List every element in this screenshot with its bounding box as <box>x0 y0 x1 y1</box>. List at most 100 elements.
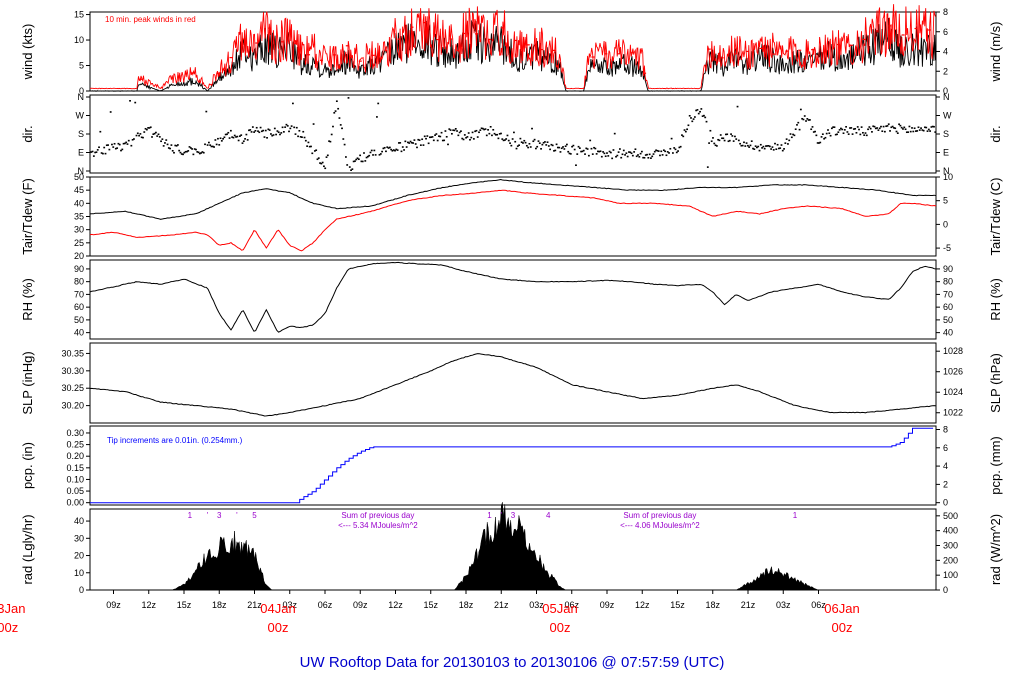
day-hour-label: 00z <box>550 620 571 635</box>
dir-point <box>118 143 121 146</box>
dir-point <box>465 136 467 139</box>
dir-point <box>695 109 698 112</box>
left-tick-label-slp: 30.25 <box>61 383 84 393</box>
x-tick-label: 03z <box>529 600 544 610</box>
dir-point <box>307 141 310 144</box>
dir-point <box>852 128 855 130</box>
dir-point <box>578 147 581 149</box>
dir-point <box>865 134 868 137</box>
dir-point <box>138 134 140 137</box>
dir-point <box>571 145 573 148</box>
dir-point <box>664 150 667 153</box>
dir-point <box>558 146 561 149</box>
dir-point <box>206 144 209 146</box>
dir-point <box>155 131 157 134</box>
dir-point <box>696 109 699 111</box>
chart-title: UW Rooftop Data for 20130103 to 20130106… <box>300 654 725 671</box>
dir-point <box>555 143 558 146</box>
dir-point <box>189 147 192 149</box>
dir-point <box>609 151 612 154</box>
dir-point <box>811 126 814 128</box>
dir-point <box>350 169 352 172</box>
ylabel-left-rh: RH (%) <box>20 278 35 321</box>
dir-point <box>170 144 173 146</box>
dir-point <box>540 148 542 150</box>
dir-point <box>529 146 532 148</box>
dir-point <box>316 158 319 161</box>
dir-point <box>450 132 453 135</box>
dir-point <box>918 129 921 131</box>
x-tick-label: 15z <box>670 600 685 610</box>
ylabel-left-dir: dir. <box>20 125 35 142</box>
left-tick-label-rad: 40 <box>74 516 84 526</box>
dir-point <box>869 127 872 130</box>
dir-point <box>186 150 188 153</box>
dir-point <box>656 149 659 152</box>
dir-point <box>864 132 867 134</box>
dir-point <box>390 148 393 151</box>
dir-point <box>657 150 660 152</box>
dir-point <box>703 114 705 117</box>
dir-point <box>460 130 462 132</box>
right-tick-label-slp: 1022 <box>943 408 963 418</box>
dir-point <box>246 139 249 141</box>
panel-annotation-pcp: Tip increments are 0.01in. (0.254mm.) <box>107 436 243 445</box>
dir-point <box>587 154 590 157</box>
dir-point <box>224 133 227 136</box>
dir-point <box>776 143 779 146</box>
dir-point <box>369 151 372 154</box>
dir-point <box>90 151 93 153</box>
left-tick-label-temp: 20 <box>74 251 84 261</box>
dir-point <box>670 137 673 140</box>
dir-point <box>930 126 933 128</box>
left-tick-label-pcp: 0.00 <box>66 498 84 508</box>
rad-hour-note: 1 <box>188 511 193 520</box>
dir-point <box>383 146 386 149</box>
dir-point <box>366 155 369 158</box>
dir-point <box>750 140 753 142</box>
dir-point <box>745 142 748 144</box>
dir-point <box>828 132 831 135</box>
dir-point <box>522 142 524 144</box>
right-tick-label-rad: 100 <box>943 570 958 580</box>
dir-point <box>467 132 470 134</box>
dir-point <box>412 142 415 144</box>
rad-hour-note: 4 <box>546 511 551 520</box>
ylabel-right-pcp: pcp. (mm) <box>988 436 1003 495</box>
dir-point <box>646 153 648 156</box>
panel-temp: 20 25 30 35 40 45 50 -5 0 5 10 Tair/Tdew (F) Tair/Td… <box>20 172 1003 261</box>
dir-point <box>472 138 475 140</box>
dir-point <box>438 135 440 137</box>
right-tick-label-pcp: 4 <box>943 461 948 471</box>
dir-point <box>301 136 303 139</box>
dir-point <box>466 136 469 138</box>
dir-point <box>139 133 142 135</box>
dir-point <box>845 126 847 128</box>
dir-point <box>409 140 412 143</box>
dir-point <box>267 128 270 131</box>
dir-point <box>254 129 257 132</box>
dir-point <box>125 141 128 144</box>
dir-point <box>249 129 252 131</box>
series-line-temp-0 <box>89 178 937 220</box>
left-tick-label-dir: N <box>78 166 85 176</box>
dir-point <box>175 145 178 147</box>
dir-point <box>317 157 320 159</box>
dir-point <box>545 144 548 146</box>
dir-point <box>351 168 354 170</box>
dir-point <box>895 130 898 133</box>
dir-point <box>634 148 637 151</box>
dir-point <box>104 152 107 155</box>
dir-point <box>730 133 732 135</box>
dir-point <box>617 151 620 153</box>
dir-point <box>872 125 875 128</box>
dir-point <box>718 139 721 142</box>
dir-point <box>553 150 555 152</box>
dir-point <box>678 146 681 149</box>
dir-point <box>220 140 223 142</box>
day-label: 04Jan <box>260 601 295 616</box>
right-tick-label-pcp: 6 <box>943 443 948 453</box>
dir-point <box>832 126 835 128</box>
left-tick-label-slp: 30.35 <box>61 348 84 358</box>
